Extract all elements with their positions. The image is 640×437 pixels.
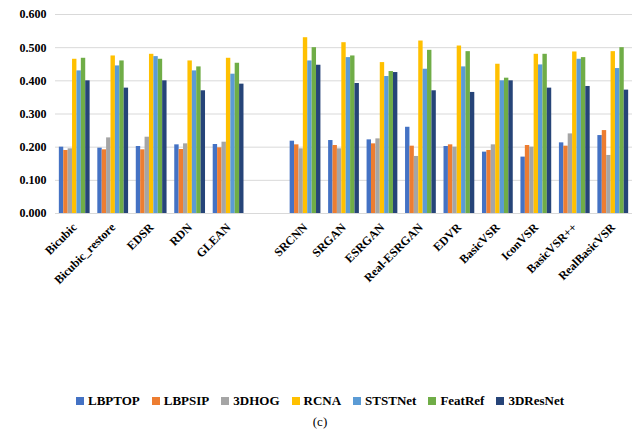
svg-text:0.600: 0.600	[20, 7, 47, 21]
svg-text:0.300: 0.300	[20, 107, 47, 121]
svg-text:0.500: 0.500	[20, 41, 47, 55]
html-text:3DResNet: 3DResNet	[508, 393, 564, 408]
html-text:(c): (c)	[312, 414, 328, 429]
svg-text:0.100: 0.100	[20, 173, 47, 187]
html-text:LBPTOP: LBPTOP	[88, 393, 140, 408]
svg-text:SRGAN: SRGAN	[309, 220, 349, 260]
html-text:LBPSIP: LBPSIP	[163, 393, 210, 408]
svg-text:0.000: 0.000	[20, 206, 47, 220]
svg-text:0.400: 0.400	[20, 74, 47, 88]
svg-text:BasicVSR++: BasicVSR++	[523, 220, 580, 277]
html-text:RCNA: RCNA	[303, 393, 342, 408]
svg-text:Bicubic_restore: Bicubic_restore	[51, 220, 118, 287]
svg-text:SRCNN: SRCNN	[271, 220, 310, 259]
svg-text:0.200: 0.200	[20, 140, 47, 154]
svg-text:Bicubic: Bicubic	[42, 220, 80, 258]
svg-text:GLEAN: GLEAN	[193, 220, 233, 260]
svg-text:EDSR: EDSR	[124, 220, 157, 253]
html-text:FeatRef: FeatRef	[440, 393, 485, 408]
svg-text:RealBasicVSR: RealBasicVSR	[555, 220, 618, 283]
svg-text:Real-ESRGAN: Real-ESRGAN	[361, 220, 426, 285]
svg-text:IconVSR: IconVSR	[498, 220, 542, 264]
html-text:STSTNet: STSTNet	[365, 393, 417, 408]
svg-text:RDN: RDN	[167, 220, 196, 249]
svg-text:BasicVSR: BasicVSR	[456, 220, 502, 266]
html-text:3DHOG: 3DHOG	[233, 393, 280, 408]
svg-text:EDVR: EDVR	[430, 220, 464, 254]
